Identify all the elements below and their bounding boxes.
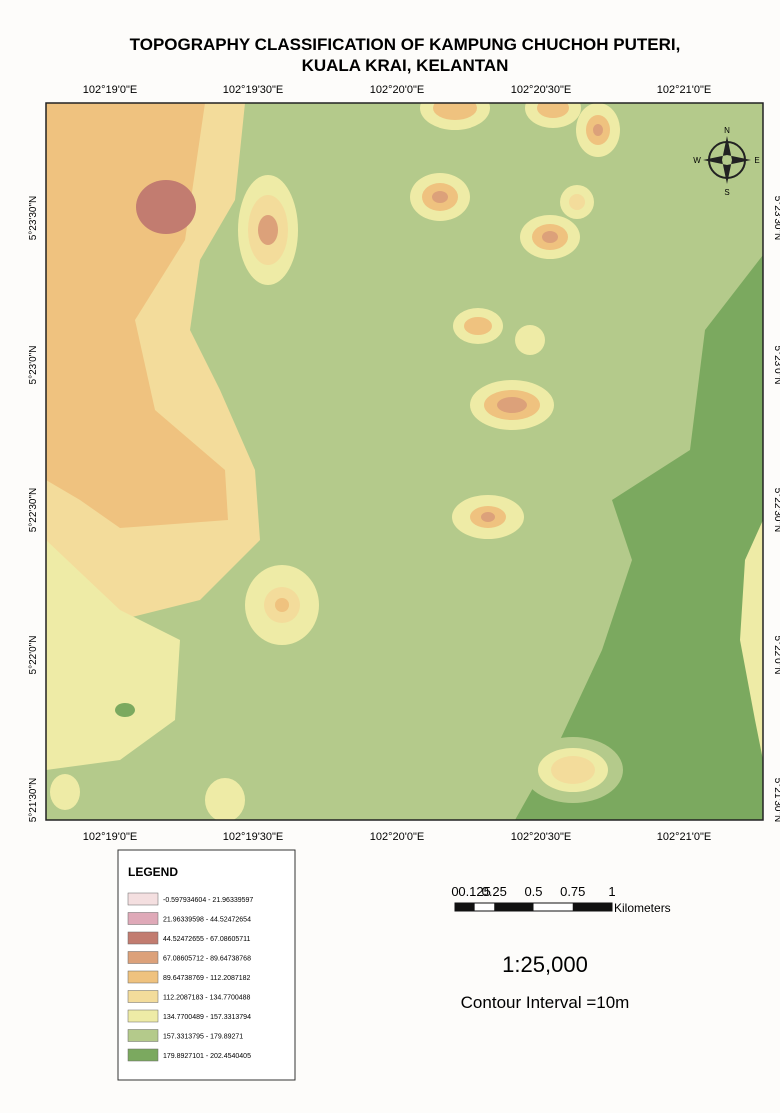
terrain-zone xyxy=(497,397,527,413)
terrain-zone xyxy=(515,255,763,820)
legend-label: 112.2087183 - 134.7700488 xyxy=(163,995,251,1002)
legend-label: 89.64738769 - 112.2087182 xyxy=(163,975,251,982)
terrain-zone xyxy=(46,540,180,770)
x-coord-label: 102°20'0"E xyxy=(370,831,424,843)
y-coord-label: 5°23'30"N xyxy=(28,196,39,241)
x-coord-label: 102°20'0"E xyxy=(370,84,424,96)
legend-title: LEGEND xyxy=(128,865,178,879)
terrain-zone xyxy=(136,180,196,234)
x-coord-label: 102°20'30"E xyxy=(511,831,572,843)
legend-swatch xyxy=(127,912,159,925)
x-coord-label: 102°19'30"E xyxy=(223,831,284,843)
legend-box xyxy=(117,849,296,1081)
terrain-zone xyxy=(115,703,135,717)
terrain-zone xyxy=(593,124,603,136)
legend-label: 67.08605712 - 89.64738768 xyxy=(163,956,251,963)
x-coord-label: 102°19'0"E xyxy=(83,831,137,843)
legend-label: 21.96339598 - 44.52472654 xyxy=(163,917,251,924)
terrain-zone xyxy=(537,103,569,118)
y-coord-label: 5°22'0"N xyxy=(772,636,780,675)
x-coord-label: 102°21'0"E xyxy=(657,84,711,96)
compass-label: S xyxy=(724,188,729,197)
x-coord-label: 102°19'30"E xyxy=(223,84,284,96)
terrain-zone xyxy=(205,778,245,820)
terrain-zone xyxy=(542,231,558,243)
scale-bar-label: 0.75 xyxy=(560,884,585,899)
terrain-zone xyxy=(740,520,763,760)
legend-label: 157.3313795 - 179.89271 xyxy=(163,1034,243,1041)
legend-swatch xyxy=(127,1048,159,1062)
y-coord-label: 5°23'0"N xyxy=(772,346,780,385)
legend-swatch xyxy=(127,970,159,984)
terrain-zone xyxy=(275,598,289,612)
terrain-zone xyxy=(481,512,495,522)
terrain-zone xyxy=(515,325,545,355)
legend-label: 179.8927101 - 202.4540405 xyxy=(163,1053,251,1060)
north-arrow: N S E W xyxy=(693,126,759,197)
terrain-zone xyxy=(432,191,448,203)
legend-label: -0.597934604 - 21.96339597 xyxy=(163,897,253,904)
legend-swatch xyxy=(127,892,159,906)
legend-swatch xyxy=(127,1029,159,1042)
scale-bar-label: 1 xyxy=(608,884,615,899)
y-coord-label: 5°22'0"N xyxy=(28,636,39,675)
scale-bar-label: 0 xyxy=(451,884,458,899)
y-coord-label: 5°23'30"N xyxy=(772,196,780,241)
x-coord-label: 102°21'0"E xyxy=(657,831,711,843)
terrain-zone xyxy=(464,317,492,335)
scale-bar-unit: Kilometers xyxy=(614,901,671,915)
map-body: N S E W xyxy=(46,103,763,820)
title-line: TOPOGRAPHY CLASSIFICATION OF KAMPUNG CHU… xyxy=(130,35,681,54)
terrain-zone xyxy=(569,194,585,210)
scale-bar-segment xyxy=(455,903,475,911)
map-scale: 1:25,000 xyxy=(502,952,588,977)
map-frame xyxy=(45,102,764,821)
y-coord-label: 5°21'30"N xyxy=(28,778,39,823)
terrain-zone xyxy=(433,103,477,120)
legend-swatch xyxy=(127,990,159,1003)
terrain-zone xyxy=(551,756,595,784)
x-coord-label: 102°19'0"E xyxy=(83,84,137,96)
compass-label: W xyxy=(693,156,701,165)
legend-label: 134.7700489 - 157.3313794 xyxy=(163,1014,251,1021)
contour-interval: Contour Interval =10m xyxy=(461,993,630,1012)
terrain-zone xyxy=(258,215,278,245)
y-coord-label: 5°23'0"N xyxy=(28,346,39,385)
scale-bar-label: 0.125 xyxy=(458,884,491,899)
compass-label: E xyxy=(754,156,759,165)
x-coord-label: 102°20'30"E xyxy=(511,84,572,96)
legend-swatch xyxy=(127,931,159,945)
terrain-zone xyxy=(50,774,80,810)
legend-swatch xyxy=(127,951,159,964)
legend-swatch xyxy=(127,1009,159,1023)
scale-bar-label: 0.5 xyxy=(524,884,542,899)
legend-label: 44.52472655 - 67.08605711 xyxy=(163,936,251,943)
compass-label: N xyxy=(724,126,730,135)
y-coord-label: 5°22'30"N xyxy=(772,488,780,533)
title-line: KUALA KRAI, KELANTAN xyxy=(302,56,509,75)
scale-bar-segment xyxy=(572,903,612,911)
y-coord-label: 5°21'30"N xyxy=(772,778,780,823)
y-coord-label: 5°22'30"N xyxy=(28,488,39,533)
scale-bar-segment xyxy=(494,903,534,911)
scale-bar-label: 0.25 xyxy=(482,884,507,899)
